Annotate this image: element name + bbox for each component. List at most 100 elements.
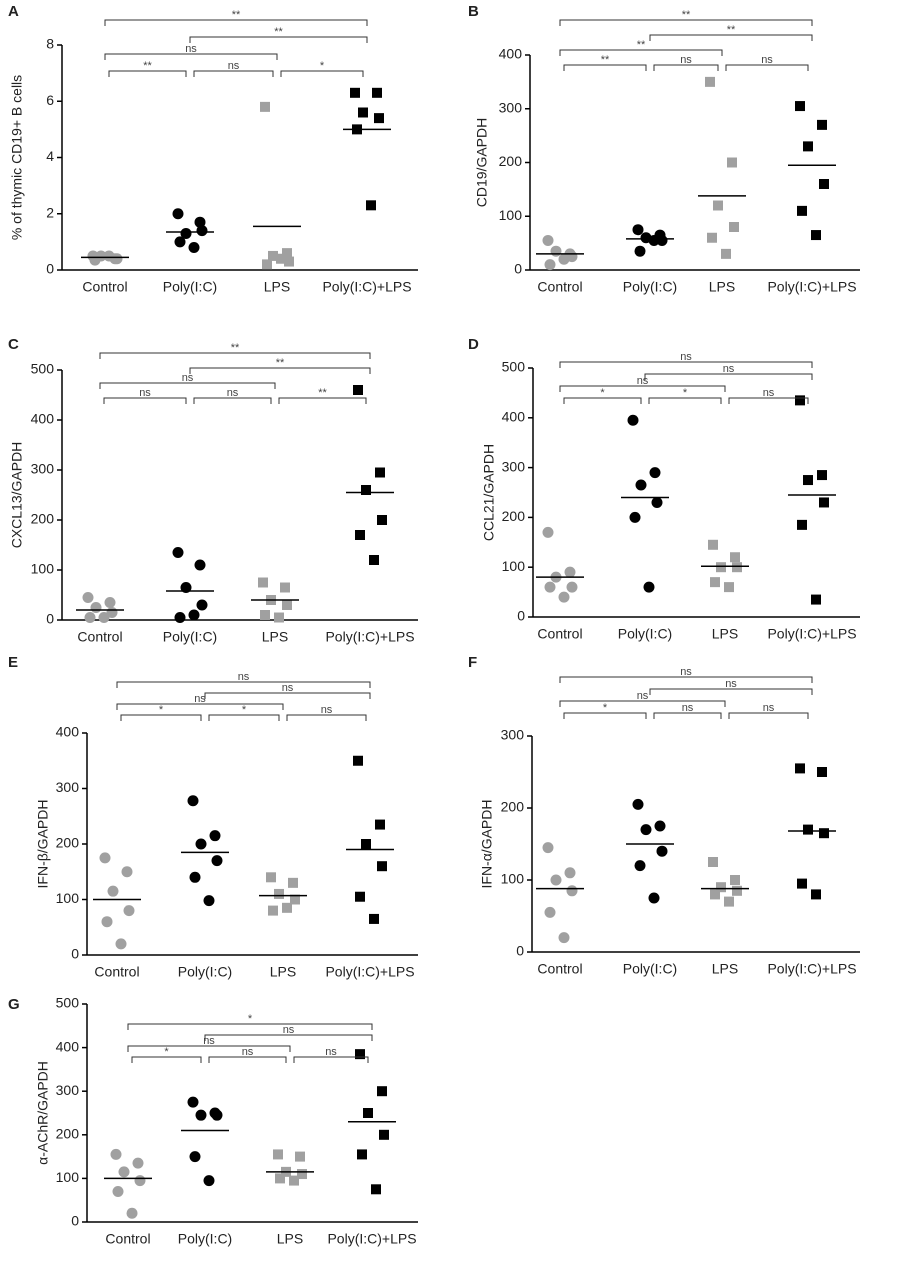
data-point [355,891,365,902]
data-point [350,87,360,98]
significance-bracket [99,382,276,389]
data-point [174,612,186,623]
significance-label: ns [283,1024,295,1036]
data-point [84,612,96,623]
significance-bracket [559,19,813,26]
significance-label: ns [682,702,694,714]
data-point [353,755,363,766]
significance-label: ** [231,342,240,354]
significance-bracket [649,688,813,695]
data-point [795,395,805,406]
data-point [713,200,723,211]
significance-label: ns [725,678,737,690]
data-point [817,119,827,130]
y-tick-label: 100 [501,871,525,887]
data-point [550,874,562,886]
data-point [258,577,268,588]
data-point [632,224,644,236]
y-axis-label: α-AChR/GAPDH [35,1061,51,1165]
significance-label: ns [637,375,649,387]
y-axis-label: CXCL13/GAPDH [9,442,25,549]
y-tick-label: 500 [31,361,55,377]
data-point [558,253,570,265]
data-point [189,871,201,883]
data-point [710,889,720,900]
y-axis-label: CD19/GAPDH [474,118,490,207]
significance-label: ns [194,693,206,705]
data-point [542,526,554,538]
data-point [564,867,576,879]
significance-bracket [193,70,274,77]
data-point [379,1129,389,1140]
data-point [211,1109,223,1121]
significance-bracket [103,397,187,404]
data-point [795,101,805,112]
data-point [288,877,298,888]
significance-bracket [653,64,719,71]
data-point [121,866,133,878]
data-point [656,845,668,857]
significance-label: * [159,704,164,716]
x-tick-label: LPS [262,629,288,645]
y-tick-label: 100 [56,890,80,906]
data-point [195,838,207,850]
data-point [107,885,119,897]
data-point [651,496,663,508]
significance-bracket [648,397,722,404]
x-tick-label: LPS [270,964,296,980]
significance-bracket [293,1056,369,1063]
significance-bracket [644,373,813,380]
data-point [115,938,127,950]
data-point [369,555,379,565]
data-point [174,236,186,248]
data-point [295,1151,305,1162]
significance-label: * [320,60,325,72]
data-point [82,592,94,603]
data-point [284,256,294,267]
data-point [544,581,556,593]
significance-bracket [725,64,809,71]
data-point [729,222,739,232]
data-point [275,1173,285,1184]
data-point [544,259,556,271]
data-point [211,855,223,867]
significance-bracket [116,681,371,688]
x-tick-label: LPS [264,279,290,295]
x-tick-label: LPS [709,279,735,295]
data-point [632,798,644,810]
data-point [101,916,113,928]
data-point [710,577,720,588]
data-point [369,913,379,924]
y-tick-label: 500 [502,359,526,375]
data-point [366,200,376,211]
data-point [730,552,740,563]
data-point [649,467,661,479]
y-axis-label: % of thymic CD19+ B cells [9,75,25,240]
data-point [797,205,807,216]
significance-label: ns [238,671,250,683]
significance-label: ns [680,351,692,363]
data-point [558,932,570,944]
data-point [817,767,827,777]
significance-bracket [127,1045,291,1052]
data-point [375,467,385,478]
data-point [188,609,200,621]
data-point [811,230,821,241]
data-point [795,763,805,774]
data-point [290,894,300,905]
significance-bracket [108,70,187,77]
data-point [634,860,646,872]
x-tick-label: Control [537,279,582,295]
data-point [172,547,184,558]
data-point [276,253,286,264]
data-point [656,234,668,246]
y-tick-label: 100 [56,1169,80,1185]
significance-label: ns [203,1035,215,1047]
x-tick-label: Poly(I:C)+LPS [325,964,414,980]
data-point [803,475,813,486]
significance-label: ns [227,387,239,399]
x-tick-label: Poly(I:C) [163,279,217,295]
data-point [134,1175,146,1187]
data-point [819,828,829,839]
data-point [566,885,578,897]
